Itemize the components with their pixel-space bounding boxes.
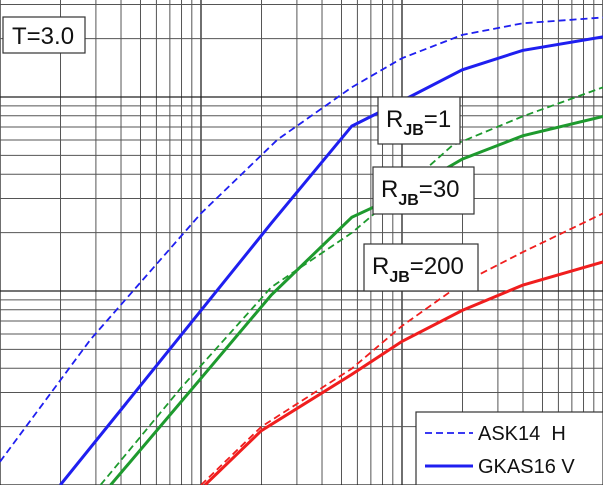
- annotation-label: RJB=30: [372, 166, 475, 215]
- annotation-label: RJB=200: [363, 243, 479, 292]
- annotation-text: RJB=200: [372, 253, 464, 286]
- series-line-rjb1-ask14: [0, 16, 603, 463]
- legend: ASK14 H GKAS16 V: [415, 411, 603, 485]
- annotation-label: RJB=1: [377, 96, 461, 145]
- title-text: T=3.0: [12, 23, 74, 50]
- annotation-text: RJB=30: [381, 176, 460, 209]
- title-box: T=3.0: [2, 16, 86, 54]
- series-line-rjb200-ask14: [200, 212, 603, 485]
- series-line-rjb200-gkas16: [203, 260, 603, 485]
- legend-label: GKAS16 V: [478, 456, 575, 478]
- annotation-text: RJB=1: [386, 106, 451, 139]
- series-line-rjb1-gkas16: [59, 35, 603, 485]
- legend-label: ASK14 H: [478, 423, 566, 445]
- overlays: T=3.0 RJB=1 RJB=30 RJB=200 ASK14 H GKAS16 V: [2, 16, 603, 485]
